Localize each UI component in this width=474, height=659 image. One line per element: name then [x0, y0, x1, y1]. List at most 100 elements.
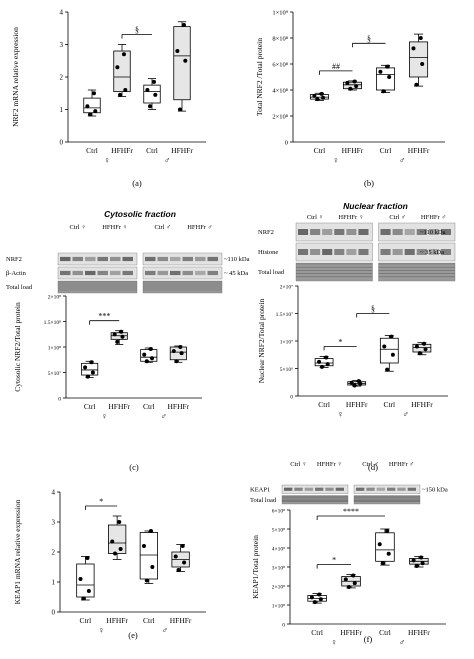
data-point	[414, 564, 419, 569]
data-point	[171, 349, 176, 354]
y-tick-label: 2×10⁷	[280, 285, 293, 291]
x-tick-label: HFHFr	[408, 146, 430, 155]
data-point	[85, 556, 90, 560]
blot-band	[428, 249, 439, 255]
data-point	[180, 544, 185, 548]
data-point	[319, 91, 324, 96]
blot-band	[110, 270, 121, 276]
blot-band	[310, 249, 321, 255]
box-iqr	[139, 532, 158, 580]
y-tick-label: 1.5×10⁷	[276, 312, 293, 318]
blot-lane-label: Ctrl ♀	[290, 461, 307, 468]
data-point	[325, 362, 330, 367]
significance-annotation: *	[316, 556, 352, 569]
data-point	[142, 352, 147, 357]
blot-band	[334, 229, 345, 235]
y-tick-label: 1×10⁷	[280, 340, 293, 346]
blot-lane-label: HFHFr ♂	[187, 224, 212, 231]
x-tick-label: HFHFr	[411, 400, 433, 409]
y-tick-label: 8×10⁸	[272, 36, 288, 43]
data-point	[414, 344, 419, 349]
data-point	[141, 544, 146, 548]
box-iqr	[81, 362, 99, 376]
y-tick-label: 5×10⁷	[48, 371, 61, 377]
y-tick-label: 3×10⁸	[272, 566, 285, 572]
blot-lane-label: Ctrl ♂	[362, 461, 379, 468]
box-2	[140, 347, 158, 364]
blot-band	[298, 229, 309, 235]
box-2	[375, 528, 395, 566]
box-0	[314, 355, 334, 369]
blot-band	[380, 229, 391, 235]
y-tick-label: 2×10⁸	[272, 114, 288, 121]
y-tick-label: 0	[285, 140, 288, 147]
x-tick-label: HFHFr	[408, 628, 430, 637]
data-point	[352, 79, 357, 84]
blot-band	[404, 229, 415, 235]
blot-band	[207, 256, 218, 262]
x-tick-label: Ctrl	[86, 146, 98, 155]
data-point	[85, 374, 90, 379]
data-point	[89, 360, 94, 365]
blot-band	[97, 256, 108, 262]
y-tick-label: 1×10⁸	[272, 604, 285, 610]
box-0	[76, 556, 95, 601]
box-3	[169, 345, 187, 364]
y-axis-label: KEAP1 mRNA relative expression	[13, 499, 22, 604]
sex-label: ♂	[399, 637, 405, 647]
data-point	[86, 589, 91, 593]
y-tick-label: 1	[60, 106, 64, 114]
y-tick-label: 2	[60, 74, 64, 82]
blot-band	[380, 249, 391, 255]
significance-annotation: §	[352, 34, 386, 48]
blot-band	[207, 270, 218, 276]
blot-band	[170, 270, 181, 276]
blot-strip	[57, 280, 138, 294]
data-point	[390, 352, 395, 357]
box-2	[139, 529, 158, 584]
western-blot-c: Cytosolic fraction Ctrl ♀ HFHFr ♀ Ctrl ♂ HFH…	[6, 209, 250, 294]
data-point	[385, 367, 390, 372]
box-iqr	[379, 337, 399, 364]
data-point	[148, 347, 153, 352]
panel-label: (b)	[364, 178, 374, 188]
data-point	[418, 36, 423, 40]
y-tick-label: 6×10⁸	[272, 509, 285, 515]
data-point	[389, 334, 394, 339]
box-0	[81, 360, 99, 379]
blot-band	[122, 270, 133, 276]
data-point	[319, 364, 324, 369]
data-point	[110, 539, 115, 544]
blot-band	[182, 256, 193, 262]
blot-band	[358, 249, 369, 255]
x-tick-label: HFHFr	[171, 146, 193, 155]
box-iqr	[173, 26, 191, 101]
box-3	[171, 544, 190, 572]
y-tick-label: 4×10⁸	[272, 88, 288, 95]
significance-annotation: *	[84, 497, 118, 510]
blot-strip	[142, 280, 223, 294]
blot-band	[334, 249, 345, 255]
data-point	[181, 23, 186, 27]
blot-lane-label: HFHFr ♂	[389, 461, 414, 468]
blot-band	[182, 270, 193, 276]
data-point	[382, 344, 387, 349]
blot-lane-label: HFHFr ♀	[102, 224, 127, 231]
y-tick-label: 5×10⁶	[280, 367, 293, 373]
blot-band	[294, 487, 303, 491]
panel-label: (e)	[128, 630, 138, 640]
data-point	[317, 359, 322, 364]
panel-label: (f)	[364, 634, 373, 644]
blot-band	[392, 249, 403, 255]
data-point	[93, 109, 98, 114]
blot-row-label: NRF2	[6, 256, 22, 263]
box-iqr	[76, 563, 95, 598]
data-point	[346, 584, 351, 589]
panel-label: (a)	[132, 178, 142, 188]
data-point	[385, 64, 390, 69]
data-point	[345, 80, 350, 85]
box-iqr	[409, 41, 429, 78]
blot-strip	[281, 495, 349, 505]
blot-band	[366, 487, 375, 491]
data-point	[88, 112, 93, 117]
